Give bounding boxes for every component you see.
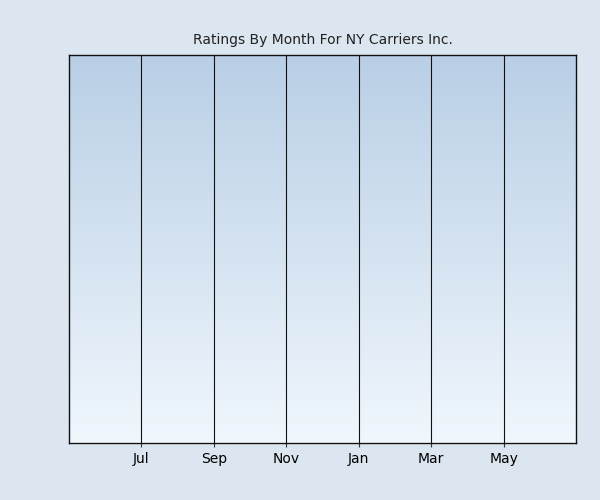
Title: Ratings By Month For NY Carriers Inc.: Ratings By Month For NY Carriers Inc. (193, 33, 452, 47)
